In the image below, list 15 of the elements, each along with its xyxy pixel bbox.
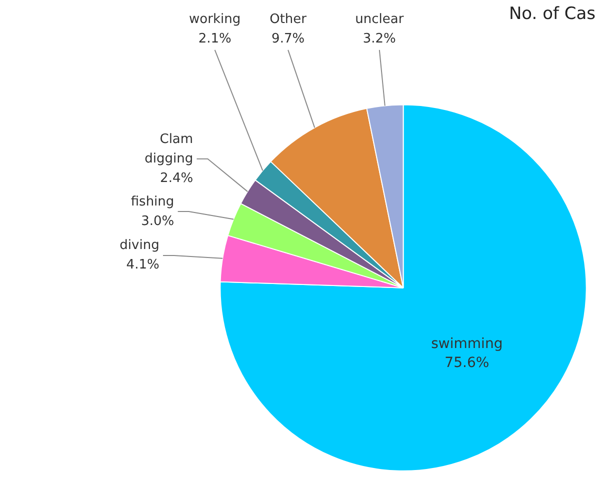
slice-label: unclear — [355, 12, 404, 27]
data-label: 2.4% — [160, 170, 194, 186]
slice-label: Other — [270, 12, 308, 27]
data-label: 75.6% — [444, 355, 490, 372]
slice-label: working — [189, 12, 241, 27]
chart-title: No. of Cas — [508, 4, 595, 24]
slice-label: fishing — [130, 194, 174, 210]
data-label: 4.1% — [126, 258, 160, 273]
data-label: 9.7% — [272, 31, 305, 46]
slice-label: Clam digging — [144, 132, 194, 166]
data-label: 2.1% — [198, 31, 232, 46]
slice-label: diving — [120, 238, 160, 254]
slice-label: swimming — [431, 336, 503, 352]
data-label: 3.0% — [141, 214, 174, 229]
data-label: 3.2% — [362, 31, 396, 46]
